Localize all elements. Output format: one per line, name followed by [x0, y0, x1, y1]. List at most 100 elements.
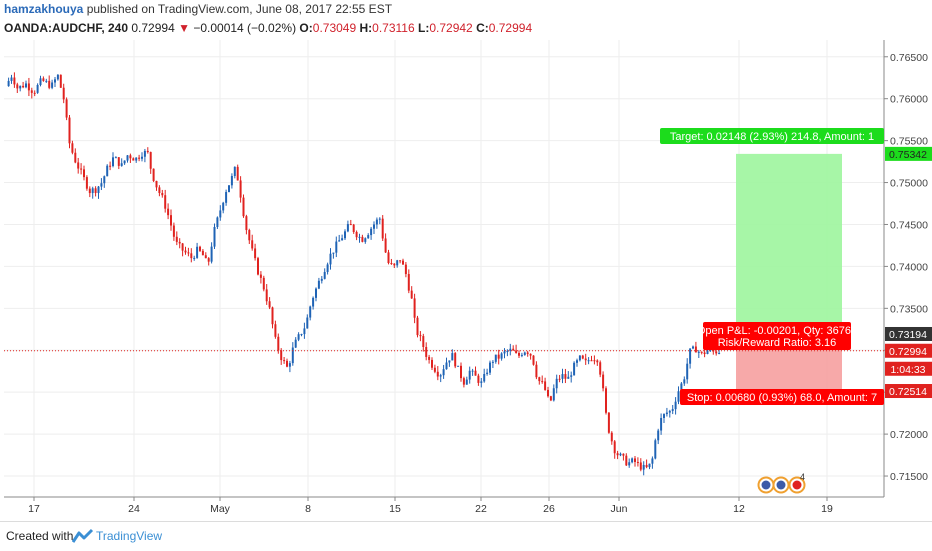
candle-up	[471, 370, 474, 372]
candle-up	[143, 150, 146, 157]
candle-down	[558, 378, 561, 380]
candle-down	[428, 356, 431, 360]
candle-down	[541, 381, 544, 383]
candle-down	[80, 168, 83, 170]
candle-down	[544, 381, 547, 390]
candle-down	[59, 74, 62, 88]
candle-down	[16, 84, 19, 89]
candle-up	[210, 246, 213, 262]
candle-up	[341, 238, 344, 241]
candle-up	[520, 354, 523, 356]
candle-down	[474, 370, 477, 376]
candle-down	[529, 353, 532, 356]
candle-up	[216, 217, 219, 227]
x-tick-label: 19	[821, 503, 833, 515]
open-value: 0.73049	[312, 21, 357, 35]
candle-up	[665, 412, 668, 415]
x-tick-label: 8	[305, 503, 311, 515]
open-label: O:	[299, 21, 313, 35]
y-tick-label: 0.71500	[890, 471, 928, 483]
candle-up	[213, 226, 216, 247]
candle-down	[259, 274, 262, 278]
x-tick-label: Jun	[611, 503, 628, 515]
candle-up	[367, 235, 370, 239]
candle-down	[416, 317, 419, 336]
candle-down	[236, 166, 239, 181]
candle-up	[657, 430, 660, 441]
candle-up	[654, 440, 657, 459]
candle-down	[639, 462, 642, 470]
x-tick-label: 22	[475, 503, 487, 515]
price-axis-label-box	[885, 326, 932, 341]
candle-up	[100, 183, 103, 187]
candle-down	[251, 240, 254, 249]
candle-down	[622, 453, 625, 456]
candle-down	[599, 362, 602, 375]
candle-down	[13, 77, 16, 85]
candle-up	[126, 155, 129, 161]
candle-up	[697, 351, 700, 353]
candle-up	[628, 462, 631, 466]
candle-down	[532, 355, 535, 365]
pnl-label-text: Open P&L: -0.00201, Qty: 36764	[697, 325, 857, 337]
candle-down	[605, 388, 607, 413]
candle-up	[555, 378, 558, 389]
candle-up	[552, 388, 555, 401]
candle-down	[477, 375, 480, 383]
candle-up	[396, 260, 399, 266]
price-axis-label-box	[885, 384, 932, 399]
candle-up	[642, 464, 645, 470]
candle-down	[387, 252, 390, 264]
candle-down	[512, 348, 515, 351]
candle-up	[39, 78, 42, 85]
y-tick-label: 0.75500	[890, 136, 928, 148]
candle-down	[535, 364, 538, 378]
candle-up	[230, 175, 233, 186]
candle-up	[480, 381, 483, 383]
candle-up	[346, 224, 349, 232]
author-name[interactable]: hamzakhouya	[4, 2, 84, 16]
candle-up	[25, 83, 27, 88]
candle-up	[370, 228, 373, 236]
candle-down	[454, 353, 457, 367]
candle-down	[607, 412, 610, 433]
symbol-name[interactable]: OANDA:AUDCHF, 240	[4, 21, 129, 35]
price-axis-label: 0.75342	[889, 149, 927, 161]
high-label: H:	[359, 21, 373, 35]
candle-up	[315, 288, 317, 298]
tradingview-brand[interactable]: TradingView	[96, 529, 163, 543]
x-tick-label: 24	[128, 503, 140, 515]
candle-down	[245, 216, 248, 231]
candle-up	[19, 85, 22, 89]
candle-up	[326, 264, 329, 272]
candle-down	[460, 365, 462, 379]
candle-up	[228, 185, 230, 192]
y-tick-label: 0.74500	[890, 219, 928, 231]
candle-down	[390, 263, 393, 265]
candle-up	[631, 458, 634, 463]
candle-down	[65, 99, 68, 118]
candle-down	[94, 188, 97, 194]
candle-down	[410, 290, 413, 299]
candle-up	[494, 354, 497, 362]
candle-down	[265, 289, 268, 302]
candle-down	[22, 85, 25, 88]
stop-label-text: Stop: 0.00680 (0.93%) 68.0, Amount: 7	[687, 392, 877, 404]
candle-down	[62, 87, 65, 100]
candle-down	[613, 441, 616, 454]
price-chart[interactable]: 0.76500 0.76000 0.75500 0.75000 0.74500 0.740…	[0, 0, 932, 521]
candle-down	[155, 180, 158, 188]
candle-up	[7, 80, 10, 87]
tradingview-logo-icon	[72, 528, 94, 543]
candle-up	[674, 401, 677, 410]
candle-up	[523, 352, 526, 355]
candle-up	[509, 348, 512, 351]
candle-up	[219, 210, 222, 218]
candle-up	[306, 317, 309, 329]
candle-up	[297, 334, 300, 340]
candle-down	[422, 336, 425, 347]
last-price: 0.72994	[131, 21, 175, 35]
candle-down	[164, 195, 167, 209]
candle-down	[149, 152, 152, 169]
candle-down	[184, 250, 187, 253]
